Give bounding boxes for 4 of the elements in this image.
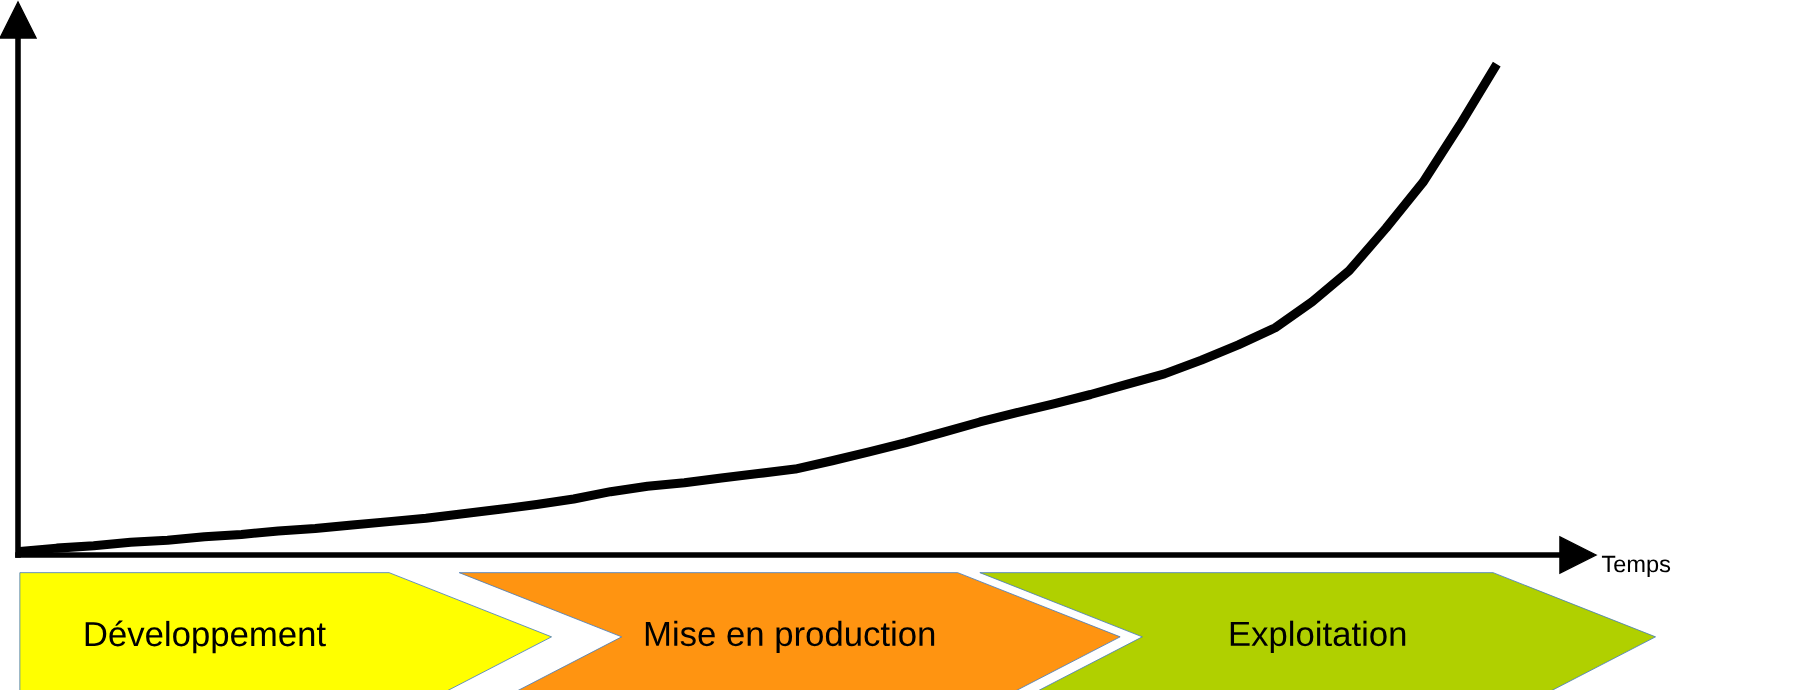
- text: Exploitation: [1230, 620, 1406, 654]
- text: Développement: [85, 620, 326, 654]
- text: Mise en production: [645, 620, 935, 654]
- x-axis-title: Temps: [1601, 555, 1671, 578]
